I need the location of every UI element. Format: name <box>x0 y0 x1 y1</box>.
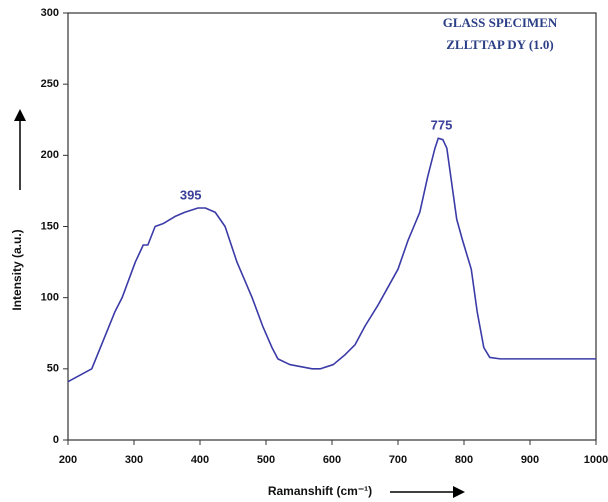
x-tick-label: 600 <box>323 454 341 466</box>
title-line: GLASS SPECIMEN <box>443 15 558 30</box>
x-tick-label: 900 <box>521 454 539 466</box>
title-line: ZLLTTAP DY (1.0) <box>446 37 554 52</box>
y-tick-label: 0 <box>53 434 59 446</box>
x-tick-label: 200 <box>59 454 77 466</box>
y-tick-label: 300 <box>41 7 59 19</box>
y-tick-label: 250 <box>41 78 59 90</box>
y-tick-label: 100 <box>41 292 59 304</box>
y-axis-label: Intensity (a.u.) <box>10 229 24 310</box>
x-tick-label: 500 <box>257 454 275 466</box>
plot-frame <box>67 12 597 441</box>
x-tick-label: 1000 <box>584 454 608 466</box>
x-tick-label: 800 <box>455 454 473 466</box>
peak-annotation: 775 <box>431 118 453 133</box>
x-axis-label: Ramanshift (cm⁻¹) <box>268 484 372 498</box>
x-tick-label: 700 <box>389 454 407 466</box>
x-tick-label: 400 <box>191 454 209 466</box>
y-tick-label: 50 <box>47 363 59 375</box>
y-tick-label: 150 <box>41 220 59 232</box>
peak-annotation: 395 <box>180 187 202 202</box>
series-line <box>67 137 596 383</box>
y-tick-label: 200 <box>41 149 59 161</box>
x-tick-label: 300 <box>125 454 143 466</box>
